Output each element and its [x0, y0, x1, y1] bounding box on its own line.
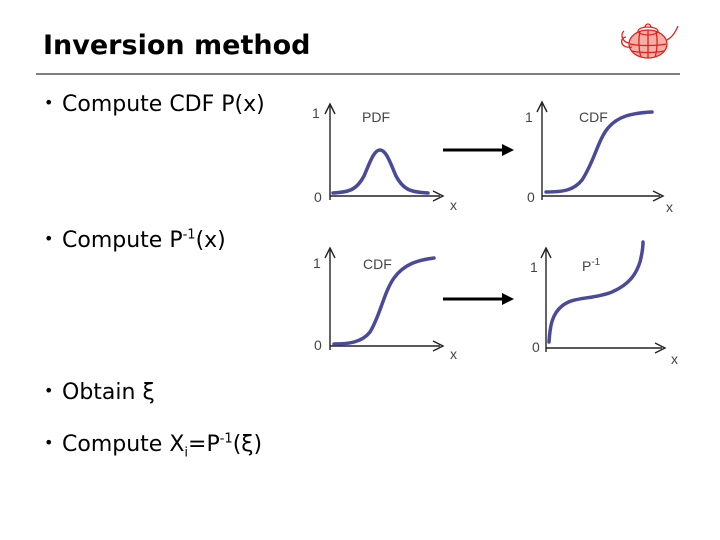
- x-axis-arrowhead: [432, 190, 445, 202]
- cdf-curve: [544, 110, 654, 194]
- x-axis-label: x: [450, 346, 457, 362]
- right-arrow-icon: [443, 144, 514, 156]
- teapot-wireframe-icon: [621, 23, 679, 59]
- inverse-cdf-curve: [547, 240, 645, 344]
- slide-title: Inversion method: [43, 30, 311, 61]
- bullet-dot: •: [44, 433, 54, 452]
- x-axis-arrowhead: [652, 190, 665, 202]
- pdf-curve: [331, 148, 430, 195]
- cdf-plot-bottom: 1 0 x CDF: [313, 246, 457, 362]
- bullet-obtain-xi: • Obtain ξ: [44, 380, 155, 405]
- y-min-label: 0: [314, 189, 322, 205]
- bullet-text: Compute P: [62, 228, 183, 253]
- y-axis-arrowhead: [536, 100, 548, 113]
- x-axis-label: x: [450, 197, 457, 213]
- plot-title: CDF: [579, 109, 608, 125]
- title-divider: [36, 73, 680, 75]
- x-axis-arrowhead: [654, 342, 667, 354]
- y-axis-arrowhead: [324, 102, 336, 115]
- bullet-text: Compute X: [62, 432, 185, 457]
- pdf-plot: 1 0 x PDF: [312, 102, 457, 213]
- bullet-text: Obtain ξ: [62, 380, 155, 405]
- x-axis-arrowhead: [432, 340, 445, 352]
- cdf-plot-top: 1 0 x CDF: [525, 100, 673, 215]
- bullet-dot: •: [44, 93, 54, 112]
- plot-title-superscript: -1: [591, 257, 600, 268]
- plot-title: PDF: [362, 109, 390, 125]
- subscript: i: [184, 445, 189, 461]
- plot-title-text: P: [582, 258, 591, 274]
- superscript: -1: [182, 227, 196, 243]
- y-max-label: 1: [312, 105, 320, 121]
- inverse-cdf-plot: 1 0 x P-1: [530, 240, 678, 367]
- bullet-text-mid: =P: [188, 432, 220, 457]
- bullet-text-tail: (x): [195, 228, 226, 253]
- bullet-compute-inverse: • Compute P-1(x): [44, 228, 226, 253]
- superscript: -1: [219, 431, 233, 447]
- y-axis-arrowhead: [324, 246, 336, 259]
- y-min-label: 0: [532, 339, 540, 355]
- x-axis-label: x: [671, 351, 678, 367]
- plot-title: CDF: [363, 256, 392, 272]
- cdf-curve: [332, 256, 436, 346]
- plot-title-text: CDF: [579, 109, 608, 125]
- right-arrow-icon: [443, 293, 514, 305]
- y-min-label: 0: [527, 189, 535, 205]
- plot-title: P-1: [582, 257, 601, 274]
- bullet-dot: •: [44, 229, 54, 248]
- bullet-text: Compute CDF P(x): [62, 92, 265, 117]
- y-axis-arrowhead: [540, 246, 552, 259]
- y-min-label: 0: [314, 337, 322, 353]
- y-max-label: 1: [313, 255, 321, 271]
- bullet-compute-xi: • Compute Xi=P-1(ξ): [44, 431, 263, 461]
- plot-title-text: PDF: [362, 109, 390, 125]
- bullet-compute-cdf: • Compute CDF P(x): [44, 92, 265, 117]
- bullet-text-tail: (ξ): [232, 432, 263, 457]
- plot-title-text: CDF: [363, 256, 392, 272]
- y-max-label: 1: [525, 109, 533, 125]
- y-max-label: 1: [530, 259, 538, 275]
- x-axis-label: x: [666, 199, 673, 215]
- bullet-dot: •: [44, 381, 54, 400]
